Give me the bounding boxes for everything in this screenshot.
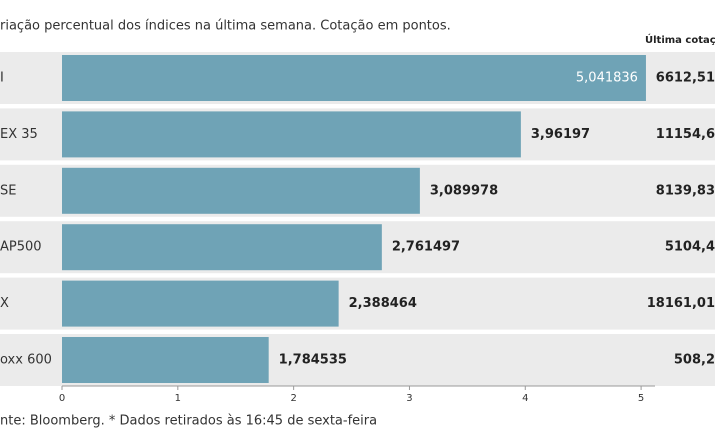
x-tick-label: 1 bbox=[175, 393, 181, 404]
x-tick-label: 3 bbox=[406, 393, 412, 404]
quote-value: 508,2 bbox=[674, 353, 715, 368]
x-tick-label: 4 bbox=[522, 393, 528, 404]
bar bbox=[62, 55, 646, 101]
value-label: 1,784535 bbox=[279, 353, 347, 368]
bar bbox=[62, 280, 339, 327]
value-label: 5,041836 bbox=[576, 71, 638, 86]
y-tick-label: I bbox=[0, 71, 4, 86]
y-tick-label: AP500 bbox=[0, 240, 42, 255]
bar bbox=[62, 337, 269, 383]
quote-value: 6612,51 bbox=[656, 71, 715, 86]
bar bbox=[62, 224, 382, 271]
y-tick-label: X bbox=[0, 296, 9, 311]
source-note: nte: Bloomberg. * Dados retirados às 16:… bbox=[0, 414, 377, 429]
quote-value: 8139,83 bbox=[656, 183, 715, 198]
x-tick-label: 5 bbox=[638, 393, 644, 404]
quote-value: 5104,4 bbox=[665, 240, 715, 255]
quote-value: 11154,6 bbox=[656, 127, 715, 142]
x-tick-label: 2 bbox=[290, 393, 296, 404]
y-tick-label: SE bbox=[0, 183, 16, 198]
quote-value: 18161,01 bbox=[647, 296, 715, 311]
x-tick-label: 0 bbox=[59, 393, 65, 404]
bar bbox=[62, 167, 420, 214]
value-label: 3,089978 bbox=[430, 183, 498, 198]
value-label: 3,96197 bbox=[531, 127, 590, 142]
value-label: 2,388464 bbox=[349, 296, 417, 311]
y-tick-label: EX 35 bbox=[0, 127, 38, 142]
chart-subtitle: riação percentual dos índices na última … bbox=[0, 19, 451, 34]
quote-header: Última cotaç bbox=[645, 33, 715, 46]
y-tick-label: oxx 600 bbox=[0, 353, 52, 368]
value-label: 2,761497 bbox=[392, 240, 460, 255]
bar bbox=[62, 111, 521, 158]
